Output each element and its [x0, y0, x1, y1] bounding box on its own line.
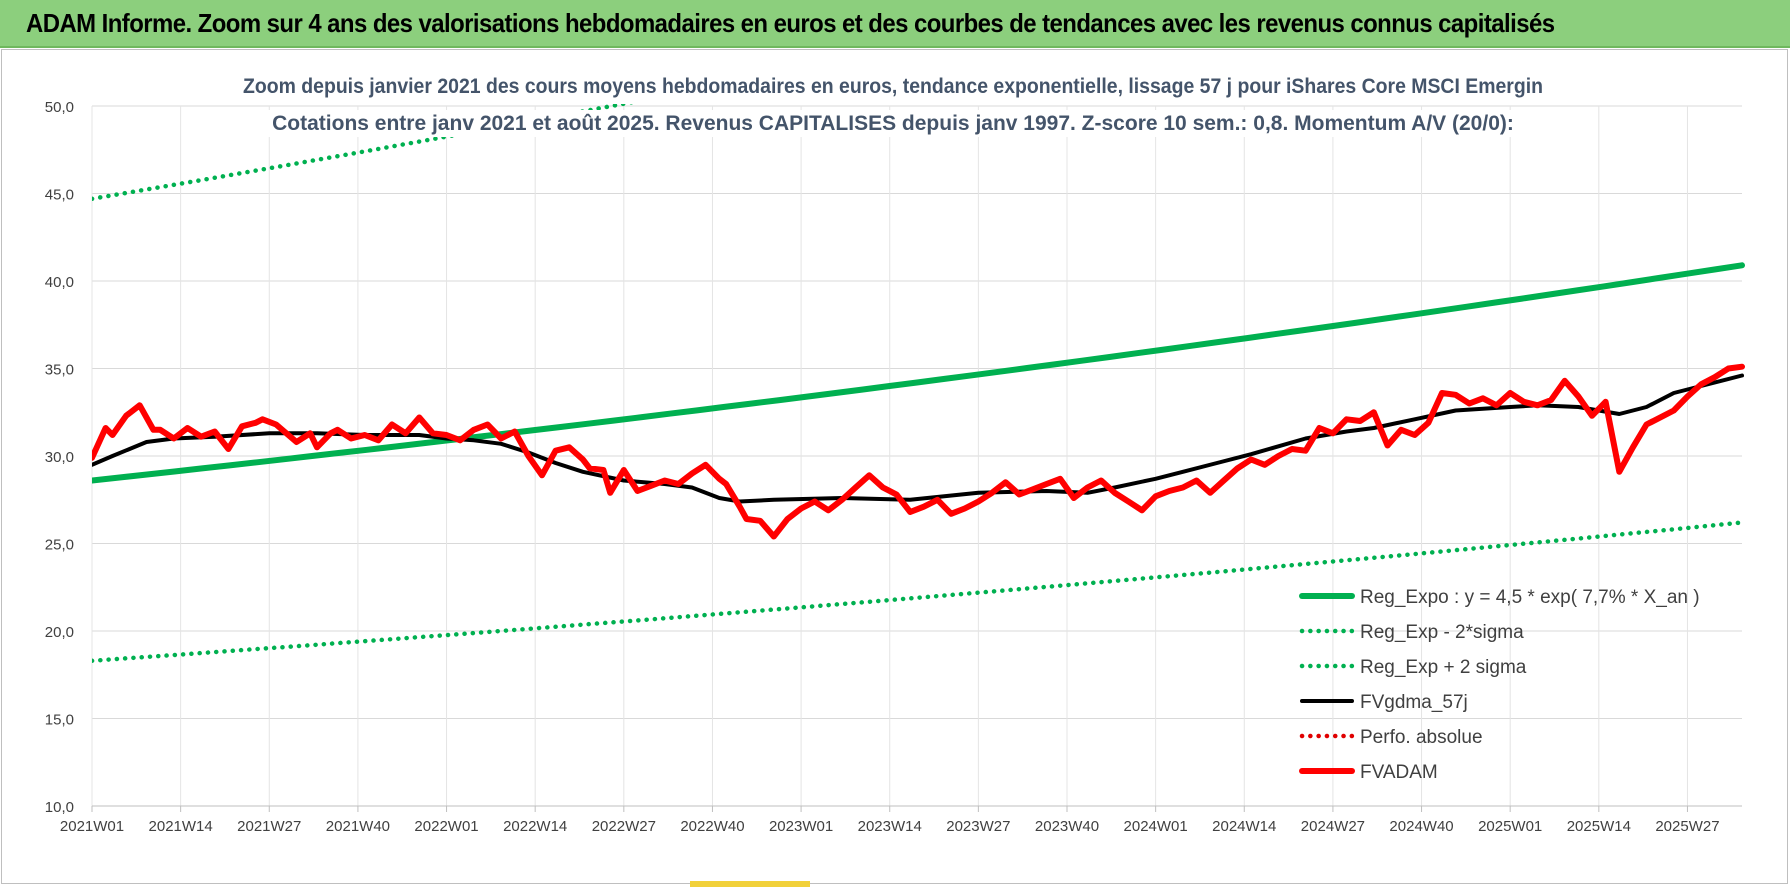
- y-tick-label: 35,0: [45, 362, 74, 379]
- accent-bar: [690, 881, 810, 887]
- chart-subtitle: Cotations entre janv 2021 et août 2025. …: [272, 112, 1514, 135]
- y-tick-label: 50,0: [45, 99, 74, 116]
- legend-label-fvadam: FVADAM: [1360, 762, 1438, 783]
- x-tick-label: 2021W40: [326, 818, 390, 835]
- y-tick-label: 30,0: [45, 449, 74, 466]
- series-fvgdma-57j: [92, 373, 1744, 504]
- chart-title: Zoom depuis janvier 2021 des cours moyen…: [243, 75, 1543, 98]
- x-tick-label: 2021W27: [237, 818, 301, 835]
- y-tick-label: 25,0: [45, 537, 74, 554]
- y-tick-label: 10,0: [45, 799, 74, 816]
- x-tick-label: 2021W01: [60, 818, 124, 835]
- x-tick-label: 2024W01: [1124, 818, 1188, 835]
- report-title: ADAM Informe. Zoom sur 4 ans des valoris…: [26, 8, 1555, 38]
- series-reg-exp-2-sigma: [92, 520, 1745, 664]
- chart-title-bg: [237, 73, 1549, 100]
- x-tick-label: 2022W01: [414, 818, 478, 835]
- legend-label-fvgdma-57j: FVgdma_57j: [1360, 692, 1468, 713]
- x-tick-label: 2023W01: [769, 818, 833, 835]
- x-tick-label: 2025W14: [1567, 818, 1631, 835]
- x-tick-label: 2022W14: [503, 818, 567, 835]
- y-tick-label: 15,0: [45, 712, 74, 729]
- x-tick-label: 2023W14: [858, 818, 922, 835]
- y-tick-label: 40,0: [45, 274, 74, 291]
- x-tick-label: 2022W40: [680, 818, 744, 835]
- legend-label-reg-expo-y-4-5-exp-7-7-x-an: Reg_Expo : y = 4,5 * exp( 7,7% * X_an ): [1360, 587, 1700, 608]
- x-tick-label: 2024W40: [1389, 818, 1453, 835]
- chart-frame: [1, 49, 1788, 884]
- legend-label-perfo-absolue: Perfo. absolue: [1360, 727, 1483, 748]
- x-tick-label: 2021W14: [149, 818, 213, 835]
- series-reg-expo-y-4-5-exp-7-7-x-an: [92, 262, 1745, 484]
- y-tick-label: 45,0: [45, 187, 74, 204]
- x-tick-label: 2025W27: [1655, 818, 1719, 835]
- x-tick-label: 2022W27: [592, 818, 656, 835]
- x-tick-label: 2024W14: [1212, 818, 1276, 835]
- x-tick-label: 2025W01: [1478, 818, 1542, 835]
- chart-subtitle-bg: [266, 110, 1520, 137]
- x-tick-label: 2024W27: [1301, 818, 1365, 835]
- y-tick-label: 20,0: [45, 624, 74, 641]
- series-fvadam: [92, 363, 1745, 540]
- report-banner: ADAM Informe. Zoom sur 4 ans des valoris…: [0, 0, 1790, 48]
- x-tick-label: 2023W27: [946, 818, 1010, 835]
- legend-label-reg-exp-2-sigma: Reg_Exp - 2*sigma: [1360, 622, 1524, 643]
- legend-label-reg-exp-2-sigma: Reg_Exp + 2 sigma: [1360, 657, 1527, 678]
- x-tick-label: 2023W40: [1035, 818, 1099, 835]
